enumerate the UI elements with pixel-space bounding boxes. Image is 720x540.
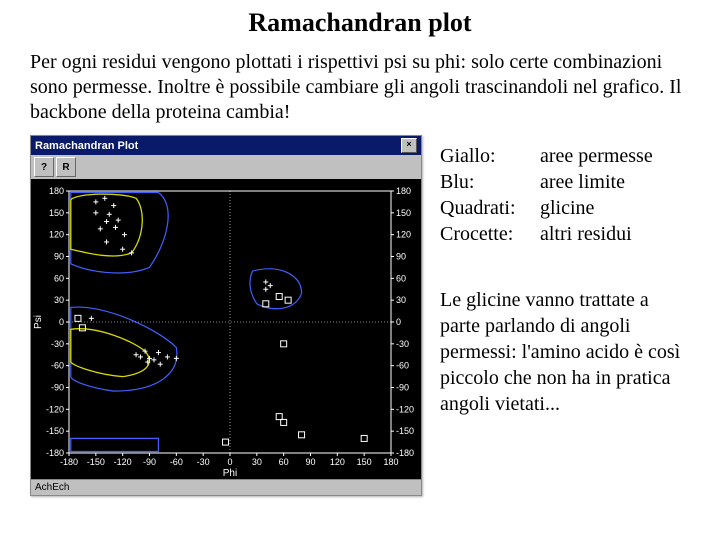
- svg-text:0: 0: [227, 457, 232, 467]
- svg-text:180: 180: [49, 186, 64, 196]
- svg-text:-30: -30: [396, 339, 409, 349]
- svg-text:-120: -120: [396, 404, 414, 414]
- svg-text:30: 30: [54, 295, 64, 305]
- svg-text:-180: -180: [46, 448, 64, 458]
- svg-text:-60: -60: [396, 361, 409, 371]
- svg-text:-30: -30: [197, 457, 210, 467]
- svg-text:90: 90: [305, 457, 315, 467]
- svg-text:-60: -60: [51, 361, 64, 371]
- svg-text:Psi: Psi: [33, 315, 44, 329]
- svg-text:90: 90: [54, 252, 64, 262]
- ramachandran-plot[interactable]: -180-180-180-150-150-150-120-120-120-90-…: [31, 179, 421, 479]
- legend-row: Quadrati:glicine: [440, 195, 690, 221]
- svg-text:-180: -180: [396, 448, 414, 458]
- svg-text:90: 90: [396, 252, 406, 262]
- svg-text:0: 0: [59, 317, 64, 327]
- help-button[interactable]: ?: [34, 157, 54, 177]
- legend-row: Blu:aree limite: [440, 169, 690, 195]
- legend-value: glicine: [540, 195, 594, 221]
- window-toolbar: ? R: [31, 155, 421, 179]
- svg-text:120: 120: [49, 230, 64, 240]
- intro-paragraph: Per ogni residui vengono plottati i risp…: [30, 50, 690, 125]
- svg-text:-90: -90: [51, 383, 64, 393]
- legend-value: altri residui: [540, 221, 632, 247]
- svg-text:150: 150: [357, 457, 372, 467]
- svg-text:180: 180: [396, 186, 411, 196]
- svg-text:30: 30: [396, 295, 406, 305]
- r-button[interactable]: R: [56, 157, 76, 177]
- legend-value: aree permesse: [540, 143, 653, 169]
- glycine-note: Le glicine vanno trattate a parte parlan…: [440, 287, 690, 417]
- svg-text:-120: -120: [114, 457, 132, 467]
- svg-text:120: 120: [396, 230, 411, 240]
- legend-key: Blu:: [440, 169, 540, 195]
- svg-text:150: 150: [49, 208, 64, 218]
- window-titlebar[interactable]: Ramachandran Plot ×: [31, 136, 421, 155]
- svg-text:0: 0: [396, 317, 401, 327]
- legend-row: Giallo:aree permesse: [440, 143, 690, 169]
- svg-text:Phi: Phi: [223, 468, 237, 479]
- svg-text:-90: -90: [143, 457, 156, 467]
- svg-text:60: 60: [396, 273, 406, 283]
- legend-value: aree limite: [540, 169, 625, 195]
- legend-key: Giallo:: [440, 143, 540, 169]
- svg-text:60: 60: [279, 457, 289, 467]
- svg-text:-150: -150: [87, 457, 105, 467]
- svg-text:120: 120: [330, 457, 345, 467]
- svg-text:60: 60: [54, 273, 64, 283]
- window-title: Ramachandran Plot: [35, 140, 138, 152]
- legend-row: Crocette:altri residui: [440, 221, 690, 247]
- window-statusbar: AchEch: [31, 479, 421, 495]
- svg-text:150: 150: [396, 208, 411, 218]
- svg-text:180: 180: [383, 457, 398, 467]
- svg-text:-60: -60: [170, 457, 183, 467]
- page-title: Ramachandran plot: [30, 8, 690, 38]
- legend-key: Crocette:: [440, 221, 540, 247]
- legend-key: Quadrati:: [440, 195, 540, 221]
- svg-text:-150: -150: [46, 426, 64, 436]
- svg-text:30: 30: [252, 457, 262, 467]
- close-icon[interactable]: ×: [401, 138, 417, 153]
- svg-text:-180: -180: [60, 457, 78, 467]
- svg-text:-90: -90: [396, 383, 409, 393]
- ramachandran-window: Ramachandran Plot × ? R -180-180-180-150…: [30, 135, 422, 496]
- svg-text:-150: -150: [396, 426, 414, 436]
- legend: Giallo:aree permesseBlu:aree limiteQuadr…: [440, 143, 690, 247]
- svg-text:-120: -120: [46, 404, 64, 414]
- svg-text:-30: -30: [51, 339, 64, 349]
